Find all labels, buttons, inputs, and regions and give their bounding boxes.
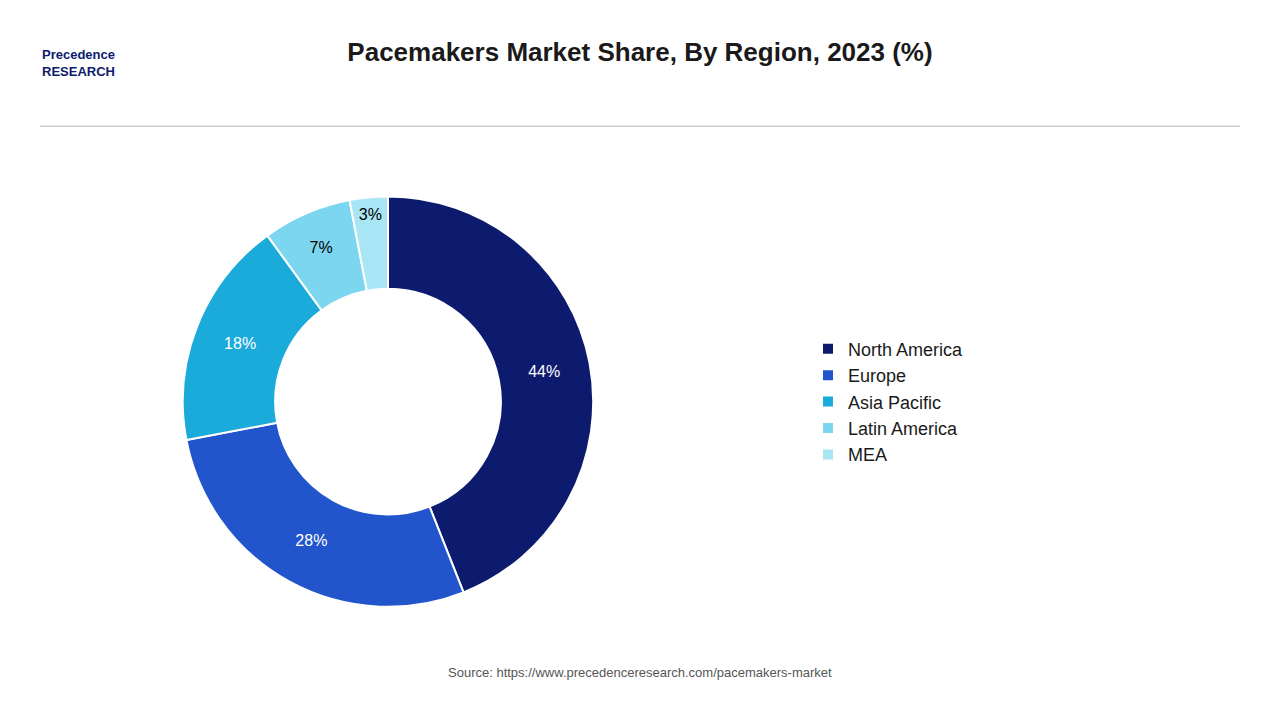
svg-text:Latin America: Latin America (848, 419, 958, 439)
svg-text:PrecedenceRESEARCH: PrecedenceRESEARCH (42, 47, 115, 79)
svg-text:Source: https://www.precedence: Source: https://www.precedenceresearch.c… (448, 665, 832, 680)
svg-text:North America: North America (848, 340, 963, 360)
svg-text:Pacemakers Market Share, By Re: Pacemakers Market Share, By Region, 2023… (347, 37, 932, 67)
svg-text:MEA: MEA (848, 445, 887, 465)
svg-text:Asia Pacific: Asia Pacific (848, 393, 941, 413)
svg-text:44%: 44% (528, 363, 560, 380)
svg-text:7%: 7% (310, 239, 333, 256)
svg-text:Europe: Europe (848, 366, 906, 386)
svg-text:3%: 3% (359, 206, 382, 223)
svg-text:18%: 18% (224, 335, 256, 352)
svg-text:28%: 28% (295, 532, 327, 549)
